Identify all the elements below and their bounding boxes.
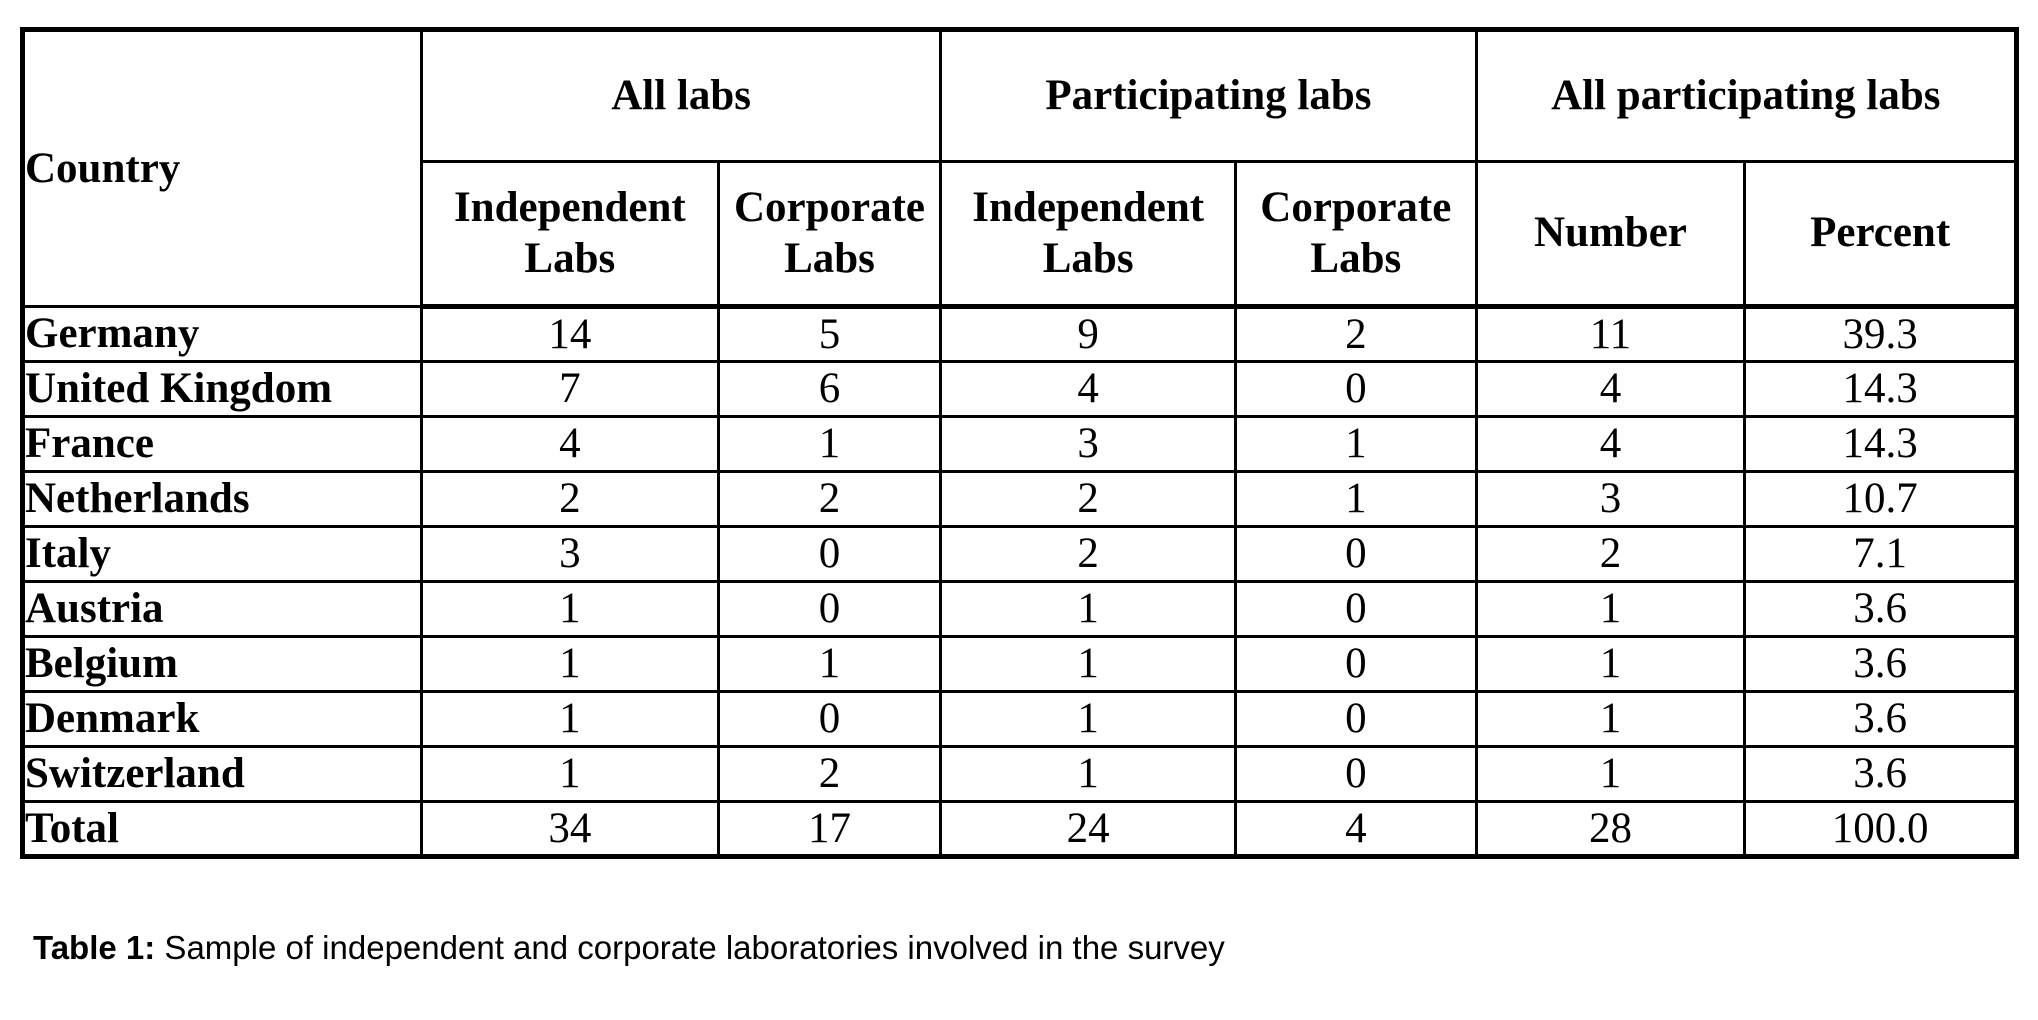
group-header-row: Country All labs Participating labs All …: [21, 28, 2019, 308]
table-cell: 1: [939, 745, 1238, 803]
table-cell: 1: [716, 415, 943, 473]
table-cell: 2: [939, 525, 1238, 583]
table-cell: 1: [939, 580, 1238, 638]
table-cell: 0: [1234, 360, 1478, 418]
table-cell: 2: [716, 470, 943, 528]
table-cell: 2: [419, 470, 720, 528]
table-cell: 2: [1234, 305, 1478, 363]
table-row: Belgium 1 1 1 0 1 3.6: [21, 635, 2018, 693]
table-row: Germany 14 5 9 2 11 39.3: [21, 305, 2018, 363]
table-row: United Kingdom 7 6 4 0 4 14.3: [21, 360, 2018, 418]
table-cell: 28: [1474, 800, 1747, 858]
table-row: Italy 3 0 2 0 2 7.1: [21, 525, 2018, 583]
table-cell: 4: [939, 360, 1238, 418]
table-header: Country All labs Participating labs All …: [21, 28, 2019, 309]
row-header-country: Denmark: [21, 690, 423, 748]
table-cell: 1: [419, 745, 720, 803]
column-header-corporate-labs-participating: Corporate Labs: [1234, 160, 1478, 309]
caption-label: Table 1:: [33, 929, 156, 966]
table-cell: 0: [1234, 690, 1478, 748]
table-body: Germany 14 5 9 2 11 39.3 United Kingdom 7 6 4 0 4 14.…: [21, 305, 2018, 858]
table-caption: Table 1: Sample of independent and corpo…: [33, 929, 2019, 967]
group-header-all-labs: All labs: [419, 28, 943, 163]
table-cell: 7.1: [1743, 525, 2018, 583]
table-cell: 3.6: [1743, 635, 2018, 693]
table-cell: 9: [939, 305, 1238, 363]
table-cell: 0: [716, 690, 943, 748]
labs-sample-table: Country All labs Participating labs All …: [20, 27, 2019, 859]
table-cell: 3: [939, 415, 1238, 473]
table-cell: 0: [1234, 580, 1478, 638]
table-cell: 4: [1234, 800, 1478, 858]
table-cell: 6: [716, 360, 943, 418]
table-cell: 0: [1234, 635, 1478, 693]
table-cell: 0: [1234, 525, 1478, 583]
column-header-independent-labs-participating: Independent Labs: [939, 160, 1238, 309]
table-cell: 17: [716, 800, 943, 858]
row-header-country: United Kingdom: [21, 360, 423, 418]
table-row: Denmark 1 0 1 0 1 3.6: [21, 690, 2018, 748]
table-cell: 4: [419, 415, 720, 473]
table-cell: 1: [1474, 580, 1747, 638]
table-cell: 0: [716, 580, 943, 638]
table-cell: 100.0: [1743, 800, 2018, 858]
column-header-corporate-labs-all: Corporate Labs: [716, 160, 943, 309]
table-cell: 1: [939, 690, 1238, 748]
column-header-number: Number: [1474, 160, 1747, 309]
table-cell: 34: [419, 800, 720, 858]
table-cell: 11: [1474, 305, 1747, 363]
table-row: Switzerland 1 2 1 0 1 3.6: [21, 745, 2018, 803]
row-header-country: Belgium: [21, 635, 423, 693]
table-cell: 2: [716, 745, 943, 803]
table-cell: 1: [419, 690, 720, 748]
table-cell: 1: [1474, 745, 1747, 803]
table-cell: 1: [939, 635, 1238, 693]
table-cell: 1: [1474, 635, 1747, 693]
group-header-participating-labs: Participating labs: [939, 28, 1478, 163]
row-header-country: Switzerland: [21, 745, 423, 803]
table-row: Netherlands 2 2 2 1 3 10.7: [21, 470, 2018, 528]
table-cell: 4: [1474, 360, 1747, 418]
row-header-country: Total: [21, 800, 423, 858]
row-header-country: Germany: [21, 305, 423, 363]
table-cell: 0: [1234, 745, 1478, 803]
table-cell: 39.3: [1743, 305, 2018, 363]
table-cell: 1: [419, 635, 720, 693]
group-header-all-participating-labs: All participating labs: [1474, 28, 2019, 163]
table-row: Total 34 17 24 4 28 100.0: [21, 800, 2018, 858]
column-header-percent: Percent: [1743, 160, 2018, 309]
table-cell: 3.6: [1743, 690, 2018, 748]
table-cell: 3.6: [1743, 745, 2018, 803]
table-cell: 1: [716, 635, 943, 693]
table-cell: 14.3: [1743, 360, 2018, 418]
table-cell: 2: [1474, 525, 1747, 583]
column-header-independent-labs-all: Independent Labs: [419, 160, 720, 309]
caption-text: Sample of independent and corporate labo…: [155, 929, 1225, 966]
table-cell: 14: [419, 305, 720, 363]
row-header-country: Netherlands: [21, 470, 423, 528]
table-cell: 3: [1474, 470, 1747, 528]
table-cell: 1: [1474, 690, 1747, 748]
table-row: Austria 1 0 1 0 1 3.6: [21, 580, 2018, 638]
sub-header-row: Independent Labs Corporate Labs Independ…: [23, 160, 2018, 309]
table-cell: 1: [419, 580, 720, 638]
table-cell: 7: [419, 360, 720, 418]
table-cell: 1: [1234, 415, 1478, 473]
row-header-country: Italy: [21, 525, 423, 583]
table-cell: 3.6: [1743, 580, 2018, 638]
row-header-country: Austria: [21, 580, 423, 638]
column-header-country: Country: [21, 28, 423, 308]
row-header-country: France: [21, 415, 423, 473]
table-cell: 4: [1474, 415, 1747, 473]
table-cell: 24: [939, 800, 1238, 858]
table-cell: 1: [1234, 470, 1478, 528]
table-cell: 10.7: [1743, 470, 2018, 528]
table-cell: 2: [939, 470, 1238, 528]
table-row: France 4 1 3 1 4 14.3: [21, 415, 2018, 473]
table-cell: 5: [716, 305, 943, 363]
table-cell: 0: [716, 525, 943, 583]
table-cell: 14.3: [1743, 415, 2018, 473]
table-cell: 3: [419, 525, 720, 583]
